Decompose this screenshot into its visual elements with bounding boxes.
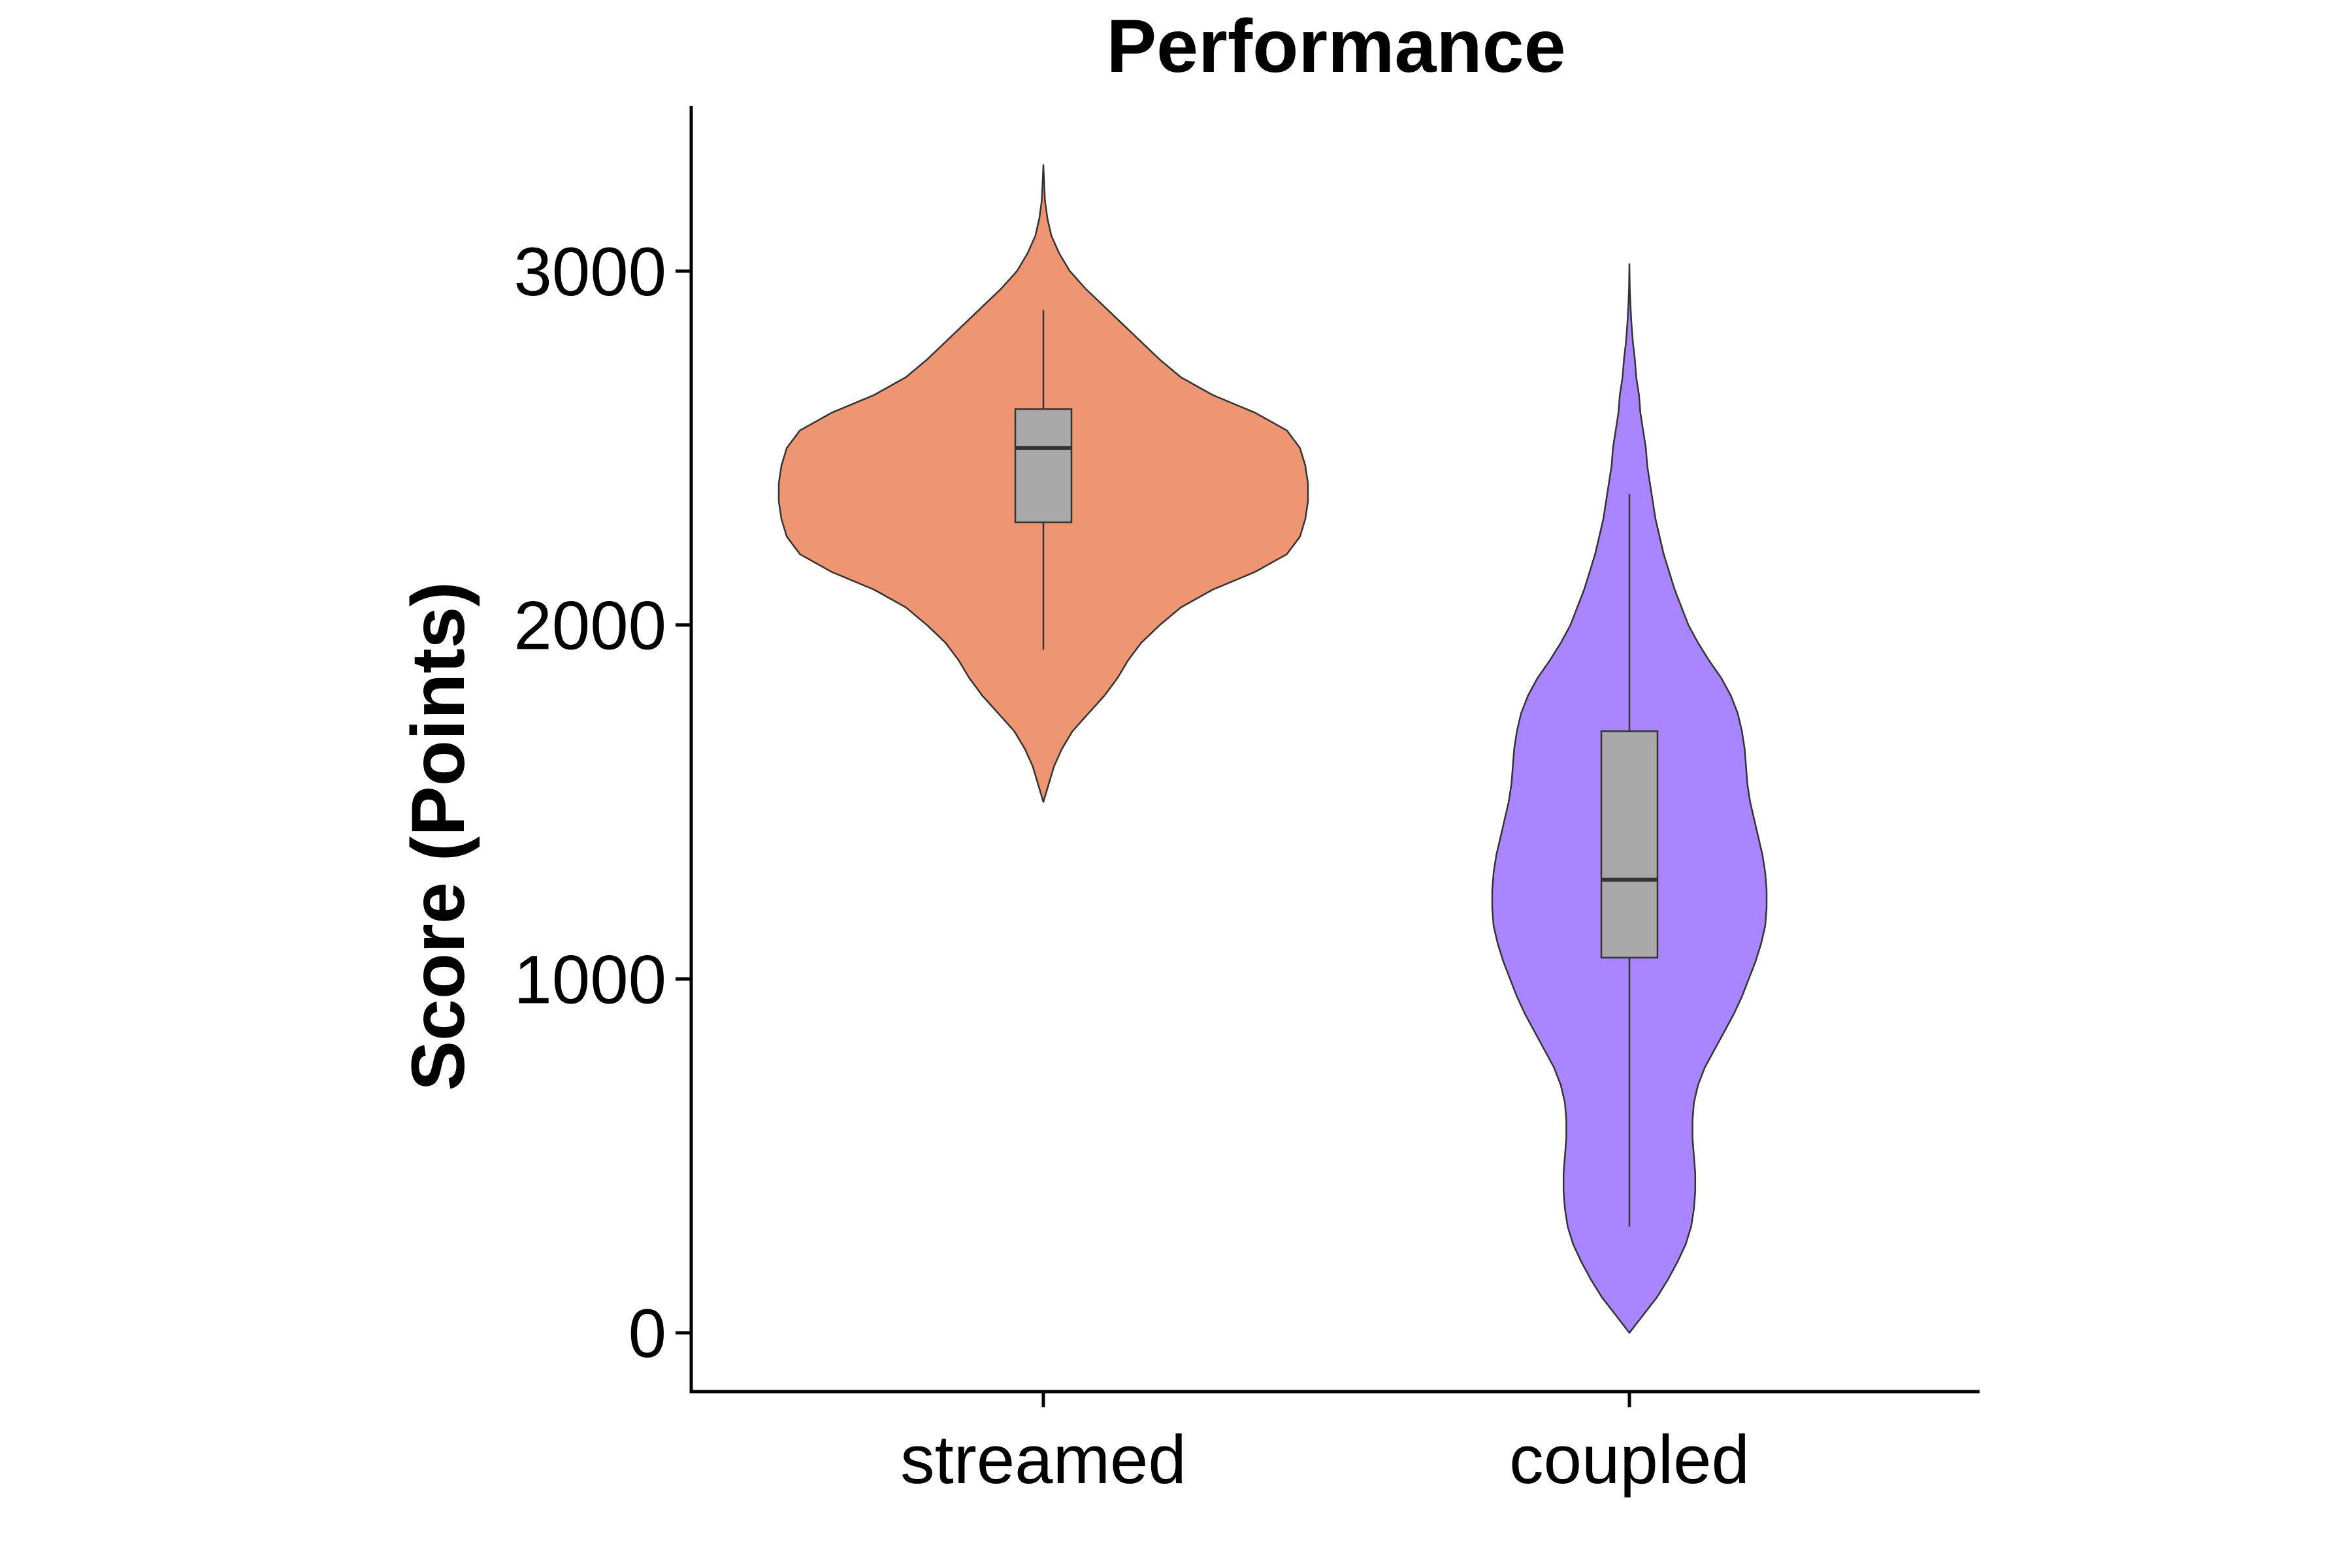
plot-area: 0 1000 2000 3000 streamed coupled (514, 106, 1980, 1498)
y-axis-title: Score (Points) (397, 581, 480, 1091)
box-coupled (1600, 730, 1659, 959)
y-tick-label-1000: 1000 (514, 941, 666, 1018)
y-tick-label-3000: 3000 (514, 234, 666, 310)
x-tick-label-streamed: streamed (900, 1422, 1186, 1498)
y-tick-label-2000: 2000 (514, 588, 666, 664)
y-tick-label-0: 0 (629, 1296, 666, 1372)
chart-title: Performance (1106, 5, 1565, 88)
box-streamed (1014, 408, 1073, 523)
x-tick-label-coupled: coupled (1509, 1422, 1750, 1498)
